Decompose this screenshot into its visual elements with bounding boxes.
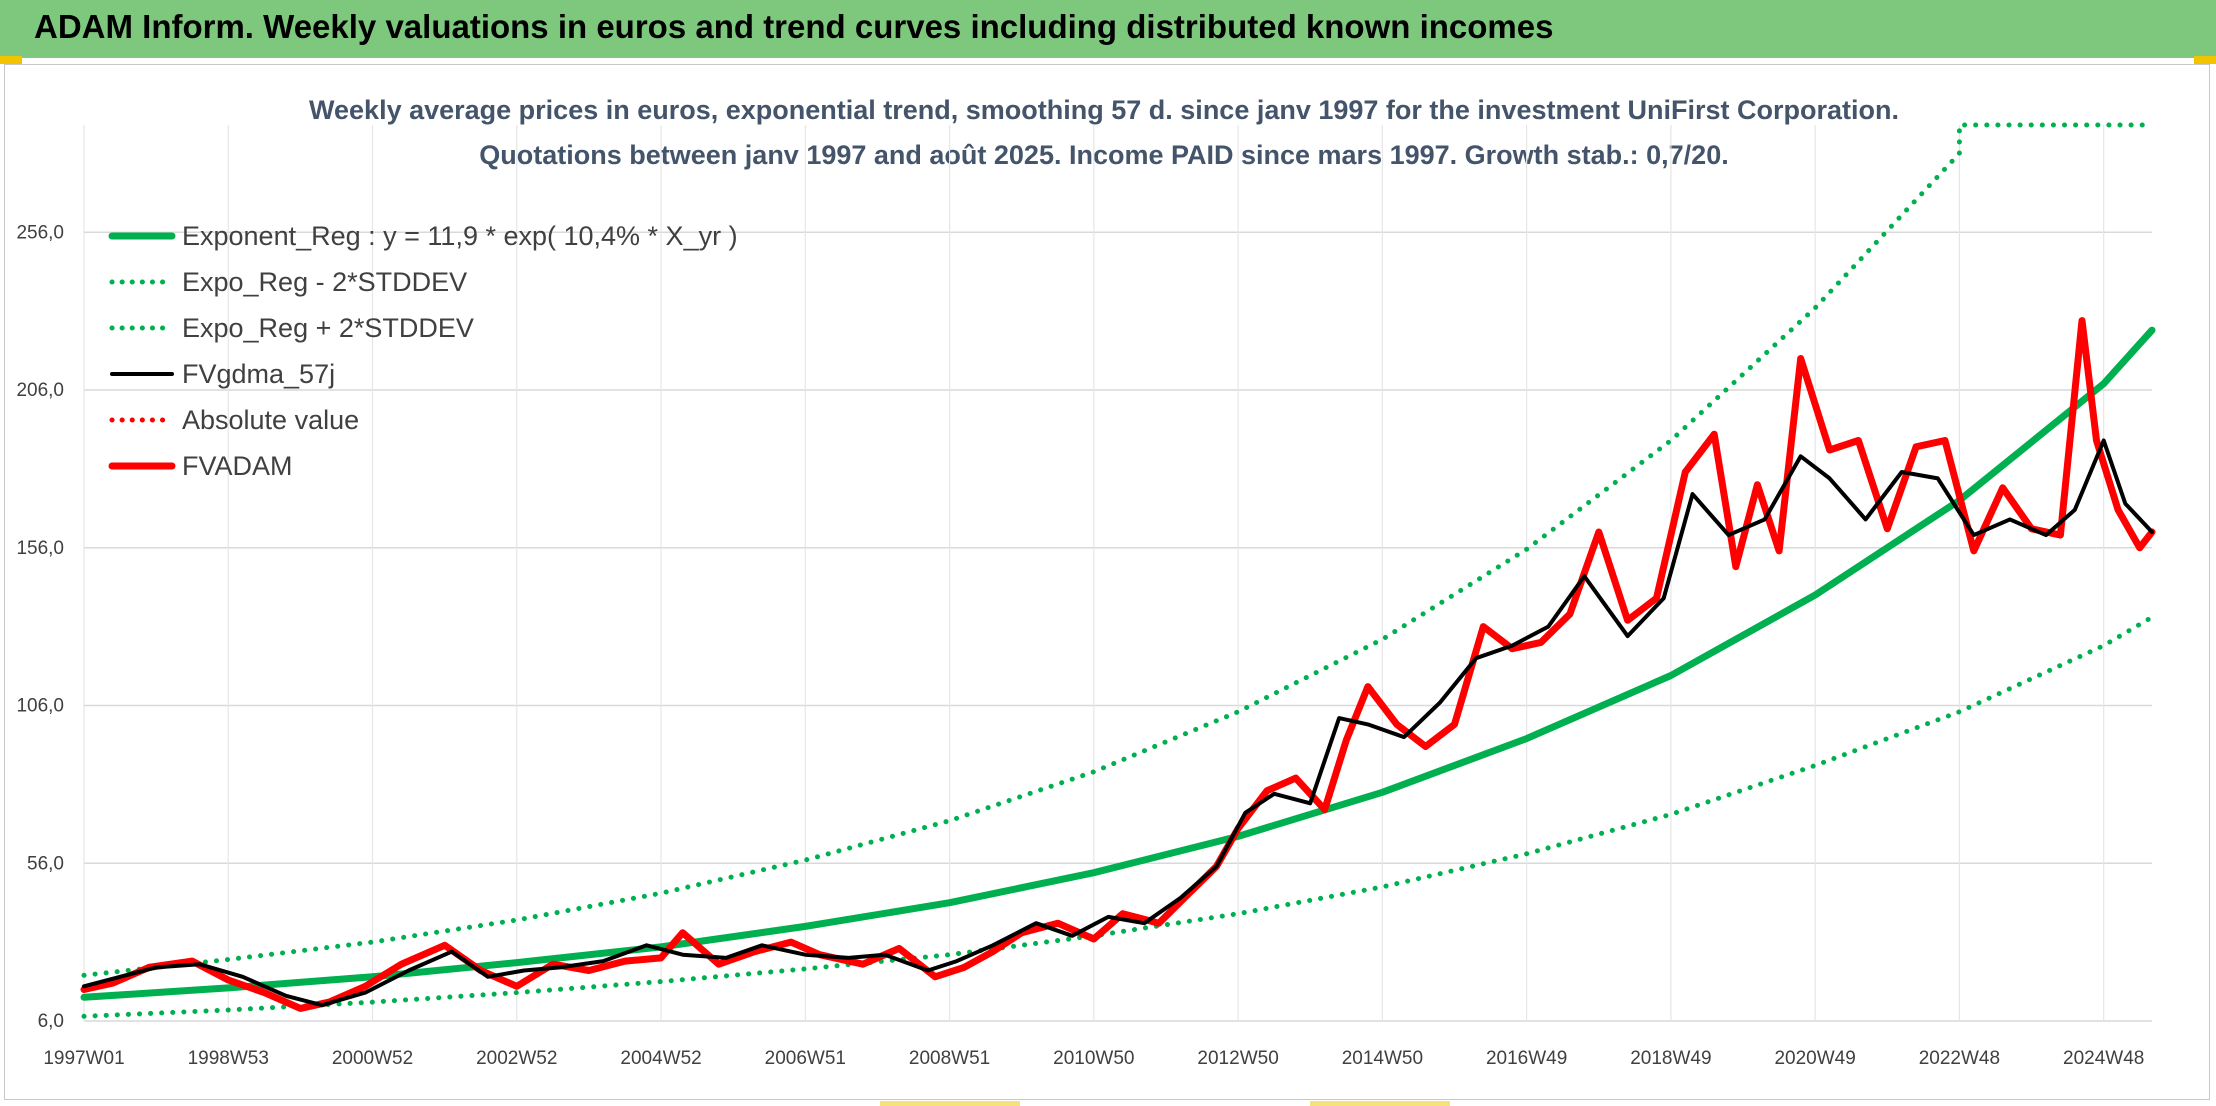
x-tick-label: 2010W50 bbox=[1053, 1048, 1134, 1069]
x-tick-label: 2016W49 bbox=[1486, 1048, 1567, 1069]
chart-title-line2: Quotations between janv 1997 and août 20… bbox=[479, 140, 1728, 170]
series-line-5 bbox=[80, 317, 2156, 1012]
legend-label: Expo_Reg - 2*STDDEV bbox=[182, 267, 467, 297]
series-line-4 bbox=[81, 318, 2155, 1011]
legend-label: Expo_Reg + 2*STDDEV bbox=[182, 313, 474, 343]
chart-frame bbox=[4, 64, 2210, 1100]
series-line-1 bbox=[81, 614, 2155, 1019]
legend-label: FVgdma_57j bbox=[182, 359, 335, 389]
x-tick-label: 2006W51 bbox=[765, 1048, 846, 1069]
grid bbox=[83, 125, 2152, 1022]
legend: Exponent_Reg : y = 11,9 * exp( 10,4% * X… bbox=[108, 221, 738, 481]
x-tick-label: 2024W48 bbox=[2063, 1048, 2144, 1069]
x-tick-label: 1998W53 bbox=[188, 1048, 269, 1069]
x-tick-label: 2018W49 bbox=[1630, 1048, 1711, 1069]
legend-label: Absolute value bbox=[182, 405, 359, 435]
x-tick-label: 2004W52 bbox=[620, 1048, 701, 1069]
corner-accent-left bbox=[0, 56, 22, 64]
series-line-3 bbox=[82, 438, 2154, 1008]
corner-accent-right bbox=[2194, 56, 2216, 64]
bottom-accent bbox=[880, 1101, 1020, 1106]
x-axis-ticks: 1997W01 1998W53 2000W52 2002W52 2004W52 2006W… bbox=[43, 1048, 2144, 1069]
chart-title-line1: Weekly average prices in euros, exponent… bbox=[309, 95, 1899, 125]
x-tick-label: 2022W48 bbox=[1919, 1048, 2000, 1069]
x-tick-label: 1997W01 bbox=[43, 1048, 124, 1069]
page-title: ADAM Inform. Weekly valuations in euros … bbox=[34, 8, 1554, 45]
y-tick-label: 256,0 bbox=[16, 222, 64, 243]
y-tick-label: 156,0 bbox=[16, 538, 64, 559]
y-tick-label: 56,0 bbox=[27, 853, 64, 874]
x-tick-label: 2002W52 bbox=[476, 1048, 557, 1069]
x-tick-label: 2020W49 bbox=[1774, 1048, 1855, 1069]
series-layer bbox=[80, 122, 2156, 1019]
legend-label: Exponent_Reg : y = 11,9 * exp( 10,4% * X… bbox=[182, 221, 738, 251]
x-tick-label: 2014W50 bbox=[1342, 1048, 1423, 1069]
x-tick-label: 2008W51 bbox=[909, 1048, 990, 1069]
legend-label: FVADAM bbox=[182, 451, 293, 481]
bottom-accent bbox=[1310, 1101, 1450, 1106]
x-tick-label: 2012W50 bbox=[1197, 1048, 1278, 1069]
y-tick-label: 206,0 bbox=[16, 380, 64, 401]
series-line-0 bbox=[80, 326, 2156, 1001]
series-line-2 bbox=[81, 122, 2155, 978]
y-axis-ticks: 256,0 206,0 156,0 106,0 56,0 6,0 bbox=[16, 222, 64, 1032]
header-bar: ADAM Inform. Weekly valuations in euros … bbox=[0, 0, 2216, 58]
x-tick-label: 2000W52 bbox=[332, 1048, 413, 1069]
y-tick-label: 106,0 bbox=[16, 696, 64, 717]
y-tick-label: 6,0 bbox=[38, 1011, 64, 1032]
